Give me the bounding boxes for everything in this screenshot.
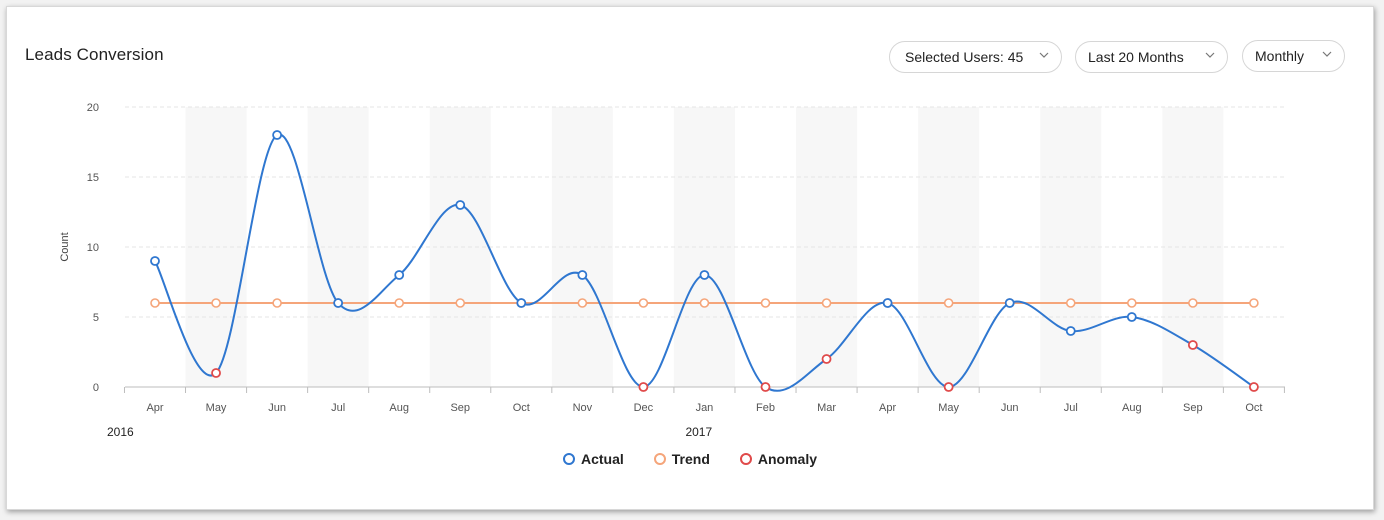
legend-item-trend[interactable]: Trend: [653, 451, 710, 467]
point-trend: [394, 298, 405, 308]
point-actual: [699, 270, 710, 280]
point-trend: [943, 298, 954, 308]
point-trend: [638, 298, 649, 308]
point-anomaly: [638, 382, 649, 392]
chart-card: Leads Conversion Selected Users: 45 Last…: [6, 6, 1374, 510]
legend-marker-actual: [562, 453, 575, 465]
date-range-dropdown[interactable]: Last 20 Months: [1075, 41, 1228, 73]
interval-label: Monthly: [1255, 48, 1305, 64]
point-actual: [1126, 312, 1137, 322]
point-trend: [699, 298, 710, 308]
chevron-down-icon: [1322, 51, 1332, 57]
point-anomaly: [821, 354, 832, 364]
x-tick-label: Dec: [634, 402, 654, 414]
point-trend: [1065, 298, 1076, 308]
x-tick-label: Nov: [573, 402, 593, 414]
year-label: 2017: [685, 425, 712, 439]
legend-item-actual[interactable]: Actual: [562, 451, 624, 467]
point-trend: [150, 298, 160, 308]
point-actual: [516, 298, 527, 308]
legend-item-anomaly[interactable]: Anomaly: [739, 451, 818, 467]
point-anomaly: [1187, 340, 1198, 350]
point-trend: [272, 298, 282, 308]
point-trend: [1127, 298, 1137, 308]
point-trend: [821, 298, 832, 308]
selected-users-label: Selected Users: 45: [905, 49, 1024, 65]
point-trend: [211, 298, 221, 308]
legend-label-actual: Actual: [580, 451, 624, 467]
interval-dropdown[interactable]: Monthly: [1242, 40, 1345, 72]
point-trend: [760, 298, 771, 308]
chevron-down-icon: [1039, 52, 1049, 58]
selected-users-dropdown[interactable]: Selected Users: 45: [889, 41, 1062, 73]
x-tick-label: Oct: [513, 402, 530, 414]
x-tick-label: Sep: [1183, 402, 1203, 414]
column-band: [918, 107, 980, 387]
x-tick-label: Jun: [1001, 402, 1019, 414]
point-actual: [1004, 298, 1015, 308]
point-trend: [1249, 298, 1259, 308]
line-chart: 0 5 10 15 20 Apr May Jun Jul Aug Sep Oct Nov Dec Jan Fe…: [59, 102, 1285, 439]
x-tick-label: Oct: [1245, 402, 1262, 414]
point-anomaly: [1249, 382, 1259, 392]
y-tick-label: 10: [87, 242, 99, 254]
chart-legend: Actual Trend Anomaly: [7, 451, 1373, 467]
point-actual: [272, 130, 283, 140]
point-trend: [455, 298, 466, 308]
point-anomaly: [211, 368, 221, 378]
x-tick-label: May: [206, 402, 227, 414]
date-range-label: Last 20 Months: [1088, 49, 1184, 65]
x-tick-label: Jan: [696, 402, 714, 414]
x-tick-label: Jun: [268, 402, 286, 414]
x-tick-label: May: [938, 402, 959, 414]
y-tick-label: 5: [93, 312, 99, 324]
x-tick-label: Apr: [879, 402, 896, 414]
chart-title: Leads Conversion: [25, 45, 164, 64]
legend-label-anomaly: Anomaly: [757, 451, 818, 467]
y-axis-title: Count: [59, 232, 71, 261]
y-tick-label: 20: [87, 102, 99, 114]
point-actual: [394, 270, 405, 280]
point-actual: [577, 270, 588, 280]
legend-label-trend: Trend: [671, 451, 710, 467]
point-actual: [150, 256, 160, 266]
chevron-down-icon: [1205, 52, 1215, 58]
point-anomaly: [943, 382, 954, 392]
series-line-actual: [154, 133, 1255, 392]
x-tick-label: Jul: [1064, 402, 1078, 414]
column-band: [429, 107, 491, 387]
x-tick-label: Mar: [817, 402, 836, 414]
legend-marker-anomaly: [739, 453, 752, 465]
point-actual: [333, 298, 344, 308]
y-tick-label: 15: [87, 172, 99, 184]
legend-marker-trend: [653, 453, 666, 465]
point-anomaly: [760, 382, 771, 392]
point-trend: [1188, 298, 1198, 308]
point-actual: [1065, 326, 1076, 336]
x-tick-label: Jul: [331, 402, 345, 414]
x-tick-label: Apr: [146, 402, 163, 414]
point-actual: [882, 298, 893, 308]
point-actual: [455, 200, 466, 210]
y-tick-label: 0: [93, 382, 99, 394]
year-label: 2016: [107, 425, 134, 439]
x-tick-label: Feb: [756, 402, 775, 414]
point-trend: [577, 298, 588, 308]
x-tick-label: Aug: [1122, 402, 1142, 414]
x-tick-label: Aug: [389, 402, 409, 414]
column-band: [673, 107, 735, 387]
x-tick-label: Sep: [450, 402, 470, 414]
